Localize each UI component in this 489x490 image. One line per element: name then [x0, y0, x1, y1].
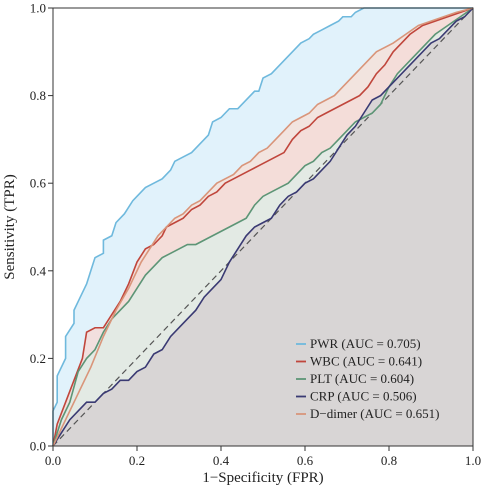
roc-curve-2: [52, 7, 474, 447]
x-tick-label: 0.0: [45, 453, 61, 468]
roc-curves: [52, 7, 474, 447]
roc-curve-4: [52, 7, 474, 447]
x-tick-label: 1.0: [465, 453, 481, 468]
x-axis-label: 1−Specificity (FPR): [202, 470, 323, 486]
legend: PWR (AUC = 0.705) WBC (AUC = 0.641) PLT (A…: [296, 336, 439, 421]
roc-curve-1: [52, 7, 474, 447]
chance-diagonal-line: [52, 7, 474, 447]
legend-entry: PLT (AUC = 0.604): [310, 371, 414, 386]
y-tick-label: 0.6: [30, 176, 47, 191]
legend-entry: CRP (AUC = 0.506): [310, 389, 417, 404]
y-axis: 0.0 0.2 0.4 0.6 0.8 1.0: [30, 1, 53, 454]
x-tick-label: 0.8: [381, 453, 397, 468]
y-tick-label: 0.8: [30, 88, 46, 103]
legend-entry: D−dimer (AUC = 0.651): [310, 406, 439, 421]
x-tick-label: 0.6: [297, 453, 314, 468]
y-tick-label: 0.0: [30, 439, 46, 454]
x-tick-label: 0.4: [213, 453, 230, 468]
plot-frame: [52, 7, 474, 447]
roc-curve-0: [52, 7, 473, 446]
legend-entry: PWR (AUC = 0.705): [310, 336, 421, 351]
legend-entry: WBC (AUC = 0.641): [310, 354, 422, 369]
x-axis: 0.0 0.2 0.4 0.6 0.8 1.0: [45, 446, 481, 468]
roc-curve-3: [52, 7, 474, 447]
y-tick-label: 0.2: [30, 351, 46, 366]
x-tick-label: 0.2: [129, 453, 145, 468]
y-tick-label: 1.0: [30, 1, 46, 16]
y-axis-label: Sensitivity (TPR): [2, 174, 18, 279]
y-tick-label: 0.4: [30, 263, 47, 278]
